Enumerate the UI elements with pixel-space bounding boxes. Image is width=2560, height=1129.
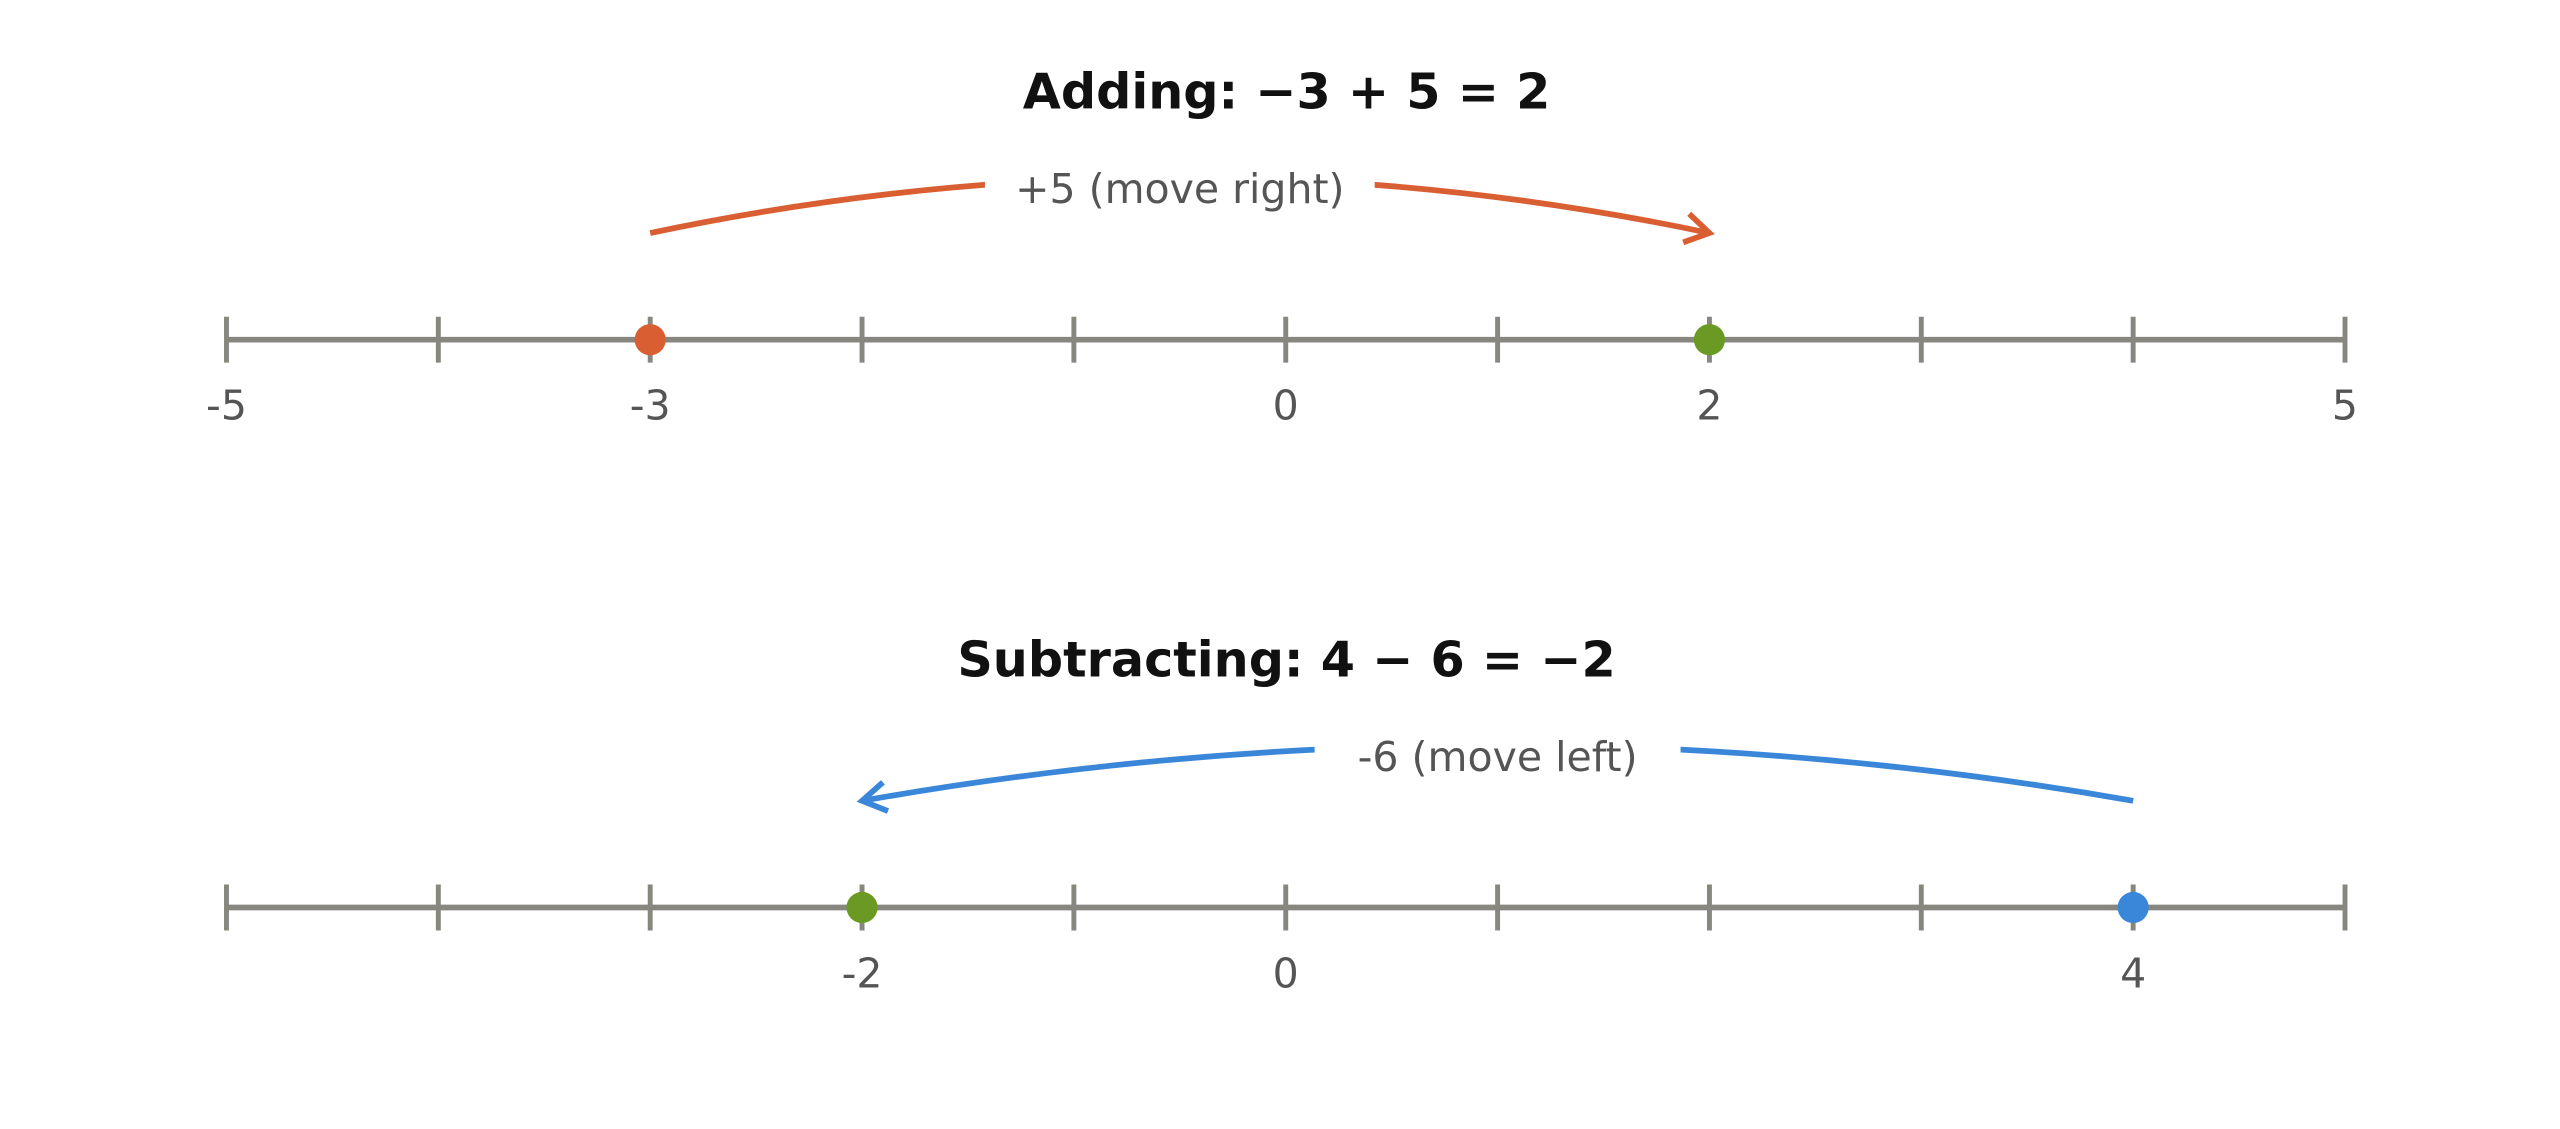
end-point bbox=[1693, 324, 1726, 356]
title: Subtracting: 4 − 6 = −2 bbox=[957, 630, 1615, 688]
label-bg bbox=[1314, 723, 1681, 796]
end-point bbox=[846, 891, 878, 924]
tick-label: 0 bbox=[1273, 382, 1299, 430]
start-point bbox=[634, 324, 666, 356]
arrow-label: -6 (move left) bbox=[1358, 733, 1638, 781]
arrow-head bbox=[856, 780, 890, 814]
tick-label: 2 bbox=[1696, 382, 1722, 430]
tick-label: -3 bbox=[630, 382, 671, 430]
tick-label: 5 bbox=[2332, 382, 2358, 430]
tick-label: -5 bbox=[206, 382, 247, 430]
title: Adding: −3 + 5 = 2 bbox=[1023, 63, 1551, 121]
arrow-label: +5 (move right) bbox=[1015, 165, 1344, 213]
tick-label: 0 bbox=[1273, 949, 1299, 997]
label-bg bbox=[984, 155, 1375, 229]
start-point bbox=[2117, 891, 2149, 924]
tick-label: 4 bbox=[2120, 949, 2146, 997]
arrow-head bbox=[1682, 211, 1715, 246]
tick-label: -2 bbox=[842, 949, 883, 997]
